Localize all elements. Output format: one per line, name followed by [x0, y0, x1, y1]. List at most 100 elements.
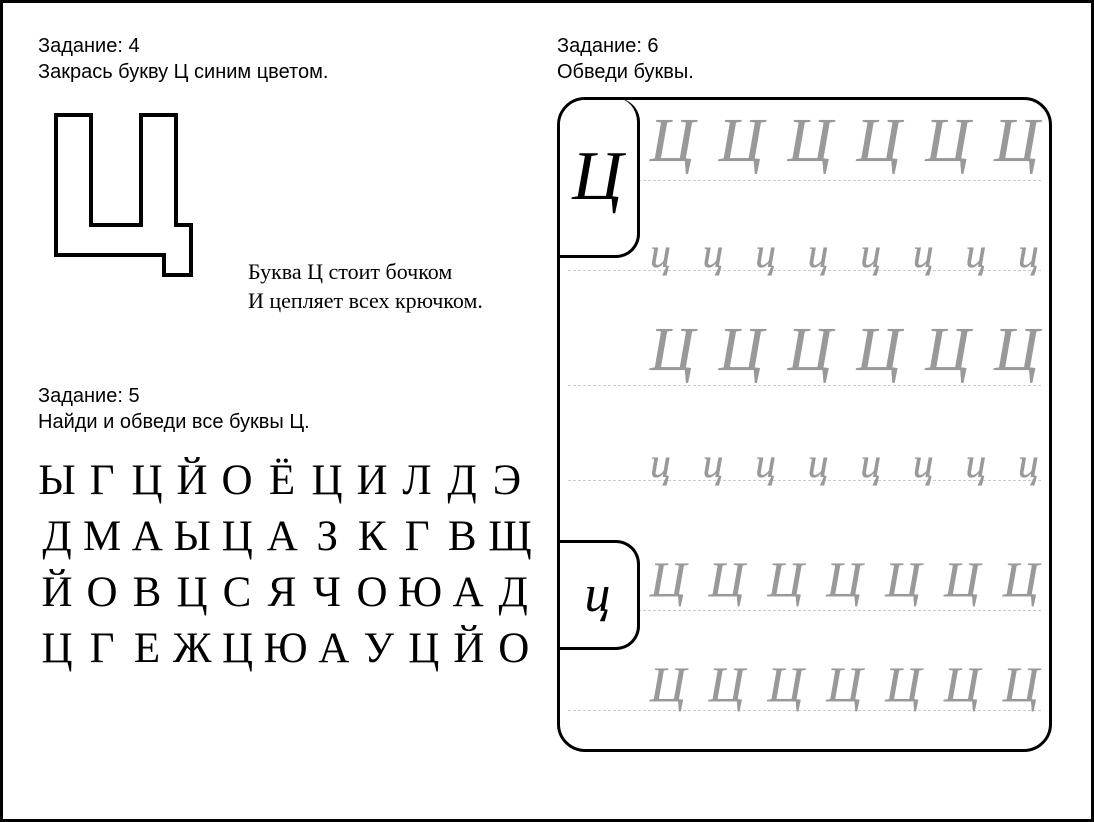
trace-letter: Ц [994, 315, 1039, 386]
letter-search-grid: ЫГЦЙОЁЦИЛДЭДМАЫЦАЗКГВЩЙОВЦСЯЧОЮАДЦГЕЖЦЮА… [38, 453, 558, 677]
task-4: Задание: 4 Закрась букву Ц синим цветом.… [38, 33, 557, 290]
trace-letter: Ц [885, 550, 921, 608]
grid-letter: Ё [263, 453, 303, 509]
trace-row: цццццццц [650, 230, 1039, 278]
grid-letter: Ц [128, 453, 168, 509]
grid-letter: М [83, 509, 123, 565]
trace-letter: Ц [925, 315, 970, 386]
grid-letter: К [353, 509, 393, 565]
task-5-heading: Задание: 5 Найди и обведи все буквы Ц. [38, 383, 310, 435]
grid-letter: Ю [398, 565, 444, 621]
trace-letter: Ц [719, 106, 764, 177]
task-5: Задание: 5 Найди и обведи все буквы Ц. [38, 383, 310, 435]
trace-letter: ц [913, 440, 934, 488]
trace-letter: Ц [788, 315, 833, 386]
grid-letter: Л [398, 453, 438, 509]
grid-letter: И [353, 453, 393, 509]
task-4-instruction: Закрась букву Ц синим цветом. [38, 59, 557, 85]
trace-letter: Ц [650, 106, 695, 177]
grid-letter: Ц [38, 621, 78, 677]
grid-letter: С [218, 565, 258, 621]
trace-row: ЦЦЦЦЦЦ [650, 315, 1039, 386]
trace-letter: Ц [826, 655, 862, 713]
trace-row: ЦЦЦЦЦЦ [650, 106, 1039, 177]
trace-letter: ц [755, 230, 776, 278]
trace-letter: Ц [944, 550, 980, 608]
example-lower-letter: ц [584, 569, 610, 621]
trace-letter: Ц [1003, 550, 1039, 608]
trace-letter: ц [650, 230, 671, 278]
grid-letter: А [315, 621, 355, 677]
trace-letter: ц [913, 230, 934, 278]
task-6-heading: Задание: 6 Обведи буквы. [557, 33, 1056, 85]
task-4-heading: Задание: 4 Закрась букву Ц синим цветом. [38, 33, 557, 85]
grid-letter: О [353, 565, 393, 621]
trace-letter: Ц [857, 315, 902, 386]
grid-letter: Ч [308, 565, 348, 621]
letter-row: ДМАЫЦАЗКГВЩ [38, 509, 558, 565]
trace-letter: ц [860, 440, 881, 488]
trace-letter: ц [1018, 440, 1039, 488]
trace-letter: Ц [826, 550, 862, 608]
letter-row: ЙОВЦСЯЧОЮАД [38, 565, 558, 621]
grid-letter: Й [38, 565, 78, 621]
grid-letter: О [495, 621, 535, 677]
task-5-instruction: Найди и обведи все буквы Ц. [38, 409, 310, 435]
task-4-number: Задание: 4 [38, 33, 557, 59]
trace-letter: Ц [925, 106, 970, 177]
grid-letter: Ц [218, 509, 258, 565]
grid-letter: А [128, 509, 168, 565]
trace-letter: ц [755, 440, 776, 488]
grid-letter: Г [83, 621, 123, 677]
example-upper-letter: Ц [572, 142, 623, 212]
grid-letter: А [449, 565, 489, 621]
grid-letter: О [218, 453, 258, 509]
right-column: Задание: 6 Обведи буквы. Ц ц ЦЦЦЦЦЦццццц… [557, 33, 1056, 789]
example-box-upper: Ц [558, 98, 640, 258]
grid-letter: Ц [173, 565, 213, 621]
trace-letter: Ц [788, 106, 833, 177]
letter-row: ЦГЕЖЦЮАУЦЙО [38, 621, 558, 677]
grid-letter: Д [443, 453, 483, 509]
trace-letter: Ц [768, 655, 804, 713]
trace-letter: Ц [709, 655, 745, 713]
trace-letter: ц [808, 440, 829, 488]
trace-letter: Ц [1003, 655, 1039, 713]
trace-letter: Ц [857, 106, 902, 177]
grid-letter: Д [494, 565, 534, 621]
grid-letter: У [360, 621, 400, 677]
grid-letter: Щ [488, 509, 533, 565]
grid-letter: Ы [173, 509, 213, 565]
trace-letter: ц [703, 230, 724, 278]
grid-letter: Г [398, 509, 438, 565]
trace-letter: ц [965, 440, 986, 488]
trace-row: ЦЦЦЦЦЦЦ [650, 655, 1039, 713]
grid-letter: Э [488, 453, 528, 509]
grid-letter: Й [173, 453, 213, 509]
trace-letter: Ц [768, 550, 804, 608]
grid-letter: Й [450, 621, 490, 677]
trace-row: цццццццц [650, 440, 1039, 488]
grid-letter: А [263, 509, 303, 565]
trace-letter: ц [860, 230, 881, 278]
trace-letter: Ц [709, 550, 745, 608]
grid-letter: Д [38, 509, 78, 565]
trace-letter: Ц [650, 315, 695, 386]
grid-letter: З [308, 509, 348, 565]
grid-letter: Г [83, 453, 123, 509]
grid-letter: Ц [308, 453, 348, 509]
trace-letter: ц [808, 230, 829, 278]
task-6-instruction: Обведи буквы. [557, 59, 1056, 85]
trace-row: ЦЦЦЦЦЦЦ [650, 550, 1039, 608]
trace-letter: Ц [885, 655, 921, 713]
grid-letter: Е [128, 621, 168, 677]
grid-letter: Ц [219, 621, 259, 677]
poem-line-1: Буква Ц стоит бочком [248, 258, 483, 287]
poem-line-2: И цепляет всех крючком. [248, 287, 483, 316]
trace-letter: ц [965, 230, 986, 278]
grid-letter: Ж [173, 621, 214, 677]
trace-letter: Ц [650, 550, 686, 608]
letter-row: ЫГЦЙОЁЦИЛДЭ [38, 453, 558, 509]
grid-letter: Ц [405, 621, 445, 677]
trace-letter: Ц [994, 106, 1039, 177]
